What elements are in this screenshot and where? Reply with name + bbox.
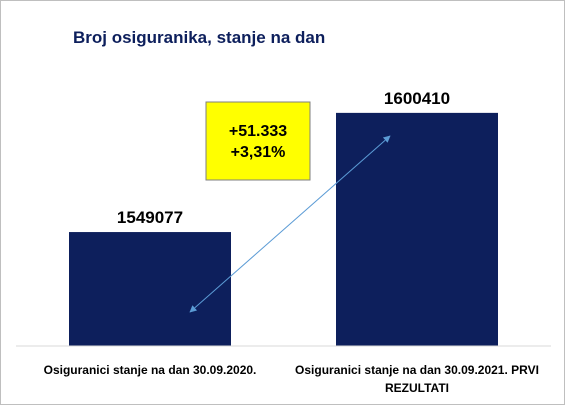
category-label-2-line-1: Osiguranici stanje na dan 30.09.2021. PR… bbox=[295, 363, 539, 377]
category-label-1: Osiguranici stanje na dan 30.09.2020. bbox=[44, 363, 257, 377]
change-annotation: +51.333 +3,31% bbox=[205, 101, 311, 181]
data-label-1: 1549077 bbox=[117, 208, 183, 227]
chart-title: Broj osiguranika, stanje na dan bbox=[73, 28, 325, 47]
bar-1 bbox=[69, 232, 231, 346]
category-label-2-line-2: REZULTATI bbox=[385, 381, 449, 395]
change-arrow bbox=[189, 135, 391, 313]
annotation-line-1: +51.333 bbox=[229, 123, 287, 140]
data-label-2: 1600410 bbox=[384, 89, 450, 108]
annotation-box bbox=[205, 101, 311, 181]
annotation-line-2: +3,31% bbox=[231, 144, 286, 161]
bar-2 bbox=[336, 112, 498, 346]
